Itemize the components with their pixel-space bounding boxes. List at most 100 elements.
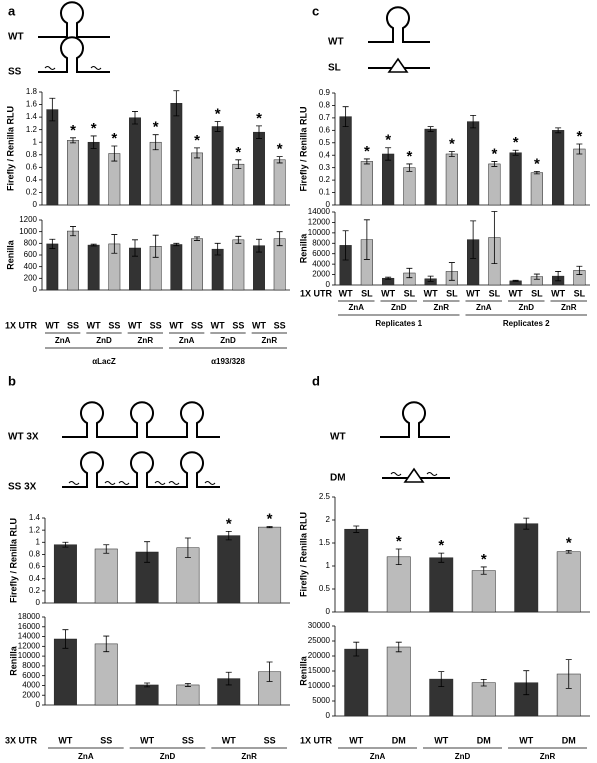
x-tick-label: WT xyxy=(349,735,363,745)
error-bar xyxy=(480,566,487,575)
error-bar xyxy=(256,238,262,253)
x-tick-label: WT xyxy=(252,320,266,330)
error-bar xyxy=(448,151,455,157)
y-tick-label: 600 xyxy=(24,250,38,259)
x-tick-label: WT xyxy=(45,320,59,330)
construct-label: WT xyxy=(328,37,344,48)
construct-label: SL xyxy=(328,63,341,74)
group-label: ZnR xyxy=(561,303,577,312)
error-bar xyxy=(225,530,232,541)
significance-mark: * xyxy=(91,120,97,137)
bar xyxy=(556,551,581,613)
y-tick-label: 0 xyxy=(326,607,331,616)
y-tick-label: 0.8 xyxy=(319,101,331,110)
group-label: ZnR xyxy=(138,336,154,345)
error-bar xyxy=(173,242,180,247)
y-tick-label: 1.2 xyxy=(29,525,41,534)
bar xyxy=(53,544,77,604)
bar xyxy=(46,109,59,206)
error-bar xyxy=(111,234,118,254)
x-tick-label: SS xyxy=(191,320,203,330)
y-tick-label: 200 xyxy=(24,273,38,282)
x-tick-label: DM xyxy=(392,735,406,745)
x-tick-label: WT xyxy=(424,288,438,298)
bar xyxy=(424,128,437,206)
x-tick-label: WT xyxy=(519,735,533,745)
bar xyxy=(530,172,543,206)
error-bar xyxy=(49,97,56,122)
error-bar xyxy=(256,125,262,139)
construct-line xyxy=(38,1,110,38)
y-tick-label: 1000 xyxy=(19,227,37,236)
significance-mark: * xyxy=(396,533,402,550)
bar xyxy=(67,140,79,206)
supergroup-label: Replicates 2 xyxy=(503,319,550,328)
y-tick-label: 12000 xyxy=(308,218,331,227)
y-tick-label: 18000 xyxy=(18,612,41,621)
x-tick-label: SS xyxy=(274,320,286,330)
group-label: ZnA xyxy=(370,752,386,761)
error-bar xyxy=(144,541,151,563)
x-tick-label: WT xyxy=(140,735,154,745)
y-tick-label: 6000 xyxy=(312,249,330,258)
y-tick-label: 6000 xyxy=(22,671,40,680)
group-label: ZnR xyxy=(540,752,556,761)
y-tick-label: 2000 xyxy=(312,270,330,279)
y-tick-label: 0.3 xyxy=(319,163,331,172)
significance-mark: * xyxy=(364,143,370,160)
y-tick-label: 30000 xyxy=(308,621,331,630)
error-bar xyxy=(512,149,519,156)
y-tick-label: 0 xyxy=(36,598,41,607)
panel-label: c xyxy=(312,3,319,18)
construct-label: SS 3X xyxy=(8,482,37,493)
error-bar xyxy=(103,544,110,554)
x-tick-label: WT xyxy=(128,320,142,330)
bar xyxy=(273,159,286,206)
error-bar xyxy=(90,135,97,149)
error-bar xyxy=(448,262,455,281)
bar xyxy=(552,130,565,206)
significance-mark: * xyxy=(215,105,221,122)
error-bar xyxy=(214,121,221,132)
deletion-mark xyxy=(387,57,409,73)
group-label: ZnD xyxy=(96,336,112,345)
y-tick-label: 14000 xyxy=(18,632,41,641)
bar xyxy=(403,167,416,206)
error-bar xyxy=(480,679,487,687)
x-tick-label: SS xyxy=(108,320,120,330)
construct-line xyxy=(62,451,220,488)
significance-mark: * xyxy=(111,130,117,147)
y-tick-label: 2000 xyxy=(22,690,40,699)
error-bar xyxy=(576,265,583,275)
y-tick-label: 20000 xyxy=(308,651,331,660)
bar xyxy=(232,163,245,206)
error-bar xyxy=(184,537,191,558)
error-bar xyxy=(565,659,572,689)
x-axis-title: 1X UTR xyxy=(300,735,333,745)
y-axis-label: Renilla xyxy=(298,233,308,264)
error-bar xyxy=(184,683,191,687)
significance-mark: * xyxy=(267,510,273,527)
error-bar xyxy=(152,234,159,258)
bar xyxy=(258,526,282,604)
y-tick-label: 1.4 xyxy=(29,513,41,522)
x-tick-label: SS xyxy=(264,735,276,745)
error-bar xyxy=(214,242,221,256)
bar xyxy=(211,126,224,206)
error-bar xyxy=(194,236,200,241)
x-tick-label: SS xyxy=(100,735,112,745)
mutation-mark xyxy=(44,66,56,70)
y-tick-label: 0.4 xyxy=(26,175,38,184)
error-bar xyxy=(194,147,200,159)
bar xyxy=(53,638,77,706)
panel-label: a xyxy=(8,3,16,18)
x-tick-label: SS xyxy=(150,320,162,330)
error-bar xyxy=(235,235,242,244)
y-tick-label: 0.8 xyxy=(29,550,41,559)
significance-mark: * xyxy=(576,128,582,145)
error-bar xyxy=(395,641,402,653)
error-bar xyxy=(470,115,477,129)
group-label: ZnD xyxy=(391,303,407,312)
significance-mark: * xyxy=(449,135,455,152)
error-bar xyxy=(470,220,477,259)
